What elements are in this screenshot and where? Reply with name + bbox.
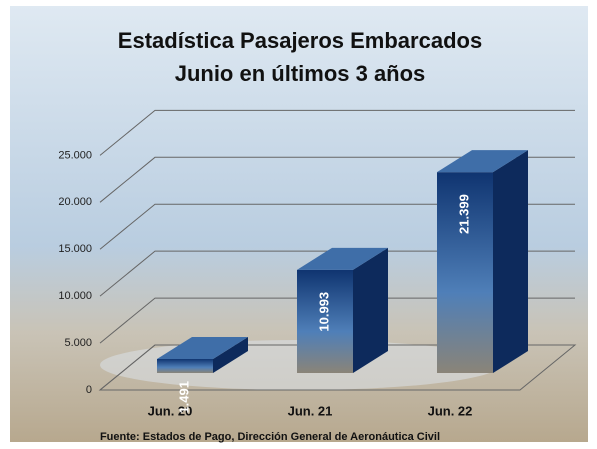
- chart-subtitle: Junio en últimos 3 años: [175, 61, 426, 86]
- y-tick-label: 25.000: [58, 149, 92, 161]
- y-tick-label: 10.000: [58, 290, 92, 302]
- value-label: 21.399: [456, 194, 471, 234]
- y-tick-label: 20.000: [58, 196, 92, 208]
- chart-title: Estadística Pasajeros Embarcados: [118, 28, 482, 53]
- y-tick-label: 5.000: [64, 337, 92, 349]
- y-tick-label: 15.000: [58, 243, 92, 255]
- x-tick-label: Jun. 22: [428, 403, 473, 418]
- y-tick-label: 0: [86, 384, 92, 396]
- value-label: 1.491: [176, 381, 191, 414]
- value-label: 10.993: [316, 292, 331, 332]
- source-note: Fuente: Estados de Pago, Dirección Gener…: [100, 431, 440, 443]
- chart: Estadística Pasajeros Embarcados Junio e…: [0, 0, 597, 449]
- bar-front: [157, 359, 213, 373]
- x-tick-label: Jun. 21: [288, 403, 333, 418]
- bar-side: [493, 150, 528, 373]
- page: {"chart_data": {"type": "bar3d", "title"…: [0, 0, 597, 449]
- bar-side: [353, 248, 388, 373]
